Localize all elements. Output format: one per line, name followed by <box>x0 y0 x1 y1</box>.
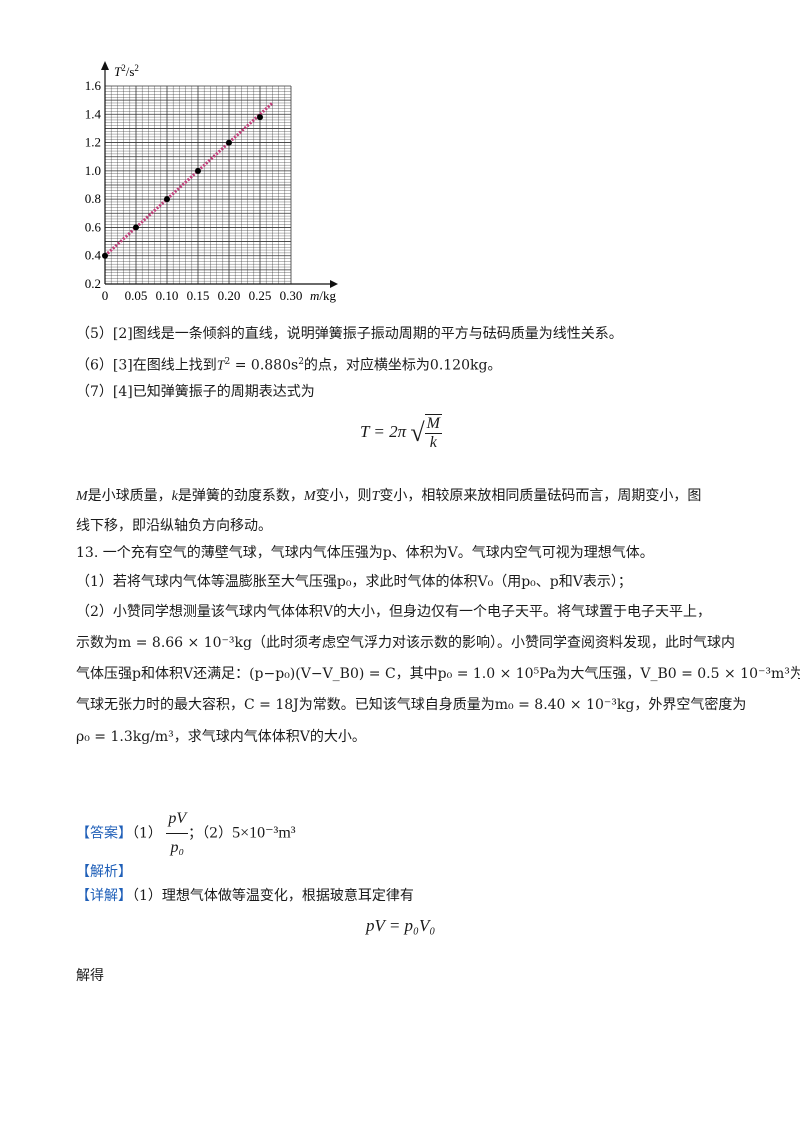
tick-labels: 0 0.05 0.10 0.15 0.20 0.25 0.30 0.2 0.4 0.6 0.8 1.0… <box>85 78 303 303</box>
data-point-3 <box>195 167 201 174</box>
x-tick-label: 0.05 <box>125 288 148 303</box>
question-13-part-1: （1）若将气球内气体等温膨胀至大气压强p₀，求此时气体的体积V₀（用p₀、p和V… <box>76 574 632 590</box>
explain-line-1: M是小球质量，k是弹簧的劲度系数，M变小，则T变小，相较原来放相同质量砝码而言，… <box>76 488 702 504</box>
data-point-2 <box>164 196 170 203</box>
y-tick-label: 1.0 <box>85 163 101 178</box>
y-tick-label: 0.4 <box>85 248 102 263</box>
line-7: （7）[4]已知弹簧振子的周期表达式为 <box>76 384 315 400</box>
x-axis-label: m/kg <box>310 288 337 303</box>
detail-line: 【详解】（1）理想气体做等温变化，根据玻意耳定律有 <box>76 888 414 904</box>
y-tick-label: 0.2 <box>85 276 101 291</box>
answer-line: 【答案】（1） pV p₀ ；（2）5×10⁻³m³ <box>76 805 296 862</box>
y-tick-label: 0.8 <box>85 191 101 206</box>
explain-line-2: 线下移，即沿纵轴负方向移动。 <box>76 518 272 534</box>
data-point-0 <box>102 252 108 259</box>
data-point-1 <box>133 224 139 231</box>
y-tick-label: 1.4 <box>85 106 102 121</box>
data-point-5 <box>257 114 263 121</box>
question-13-part-2-line-4: 气球无张力时的最大容积，C = 18J为常数。已知该气球自身质量为m₀ = 8.… <box>76 697 747 713</box>
question-13-part-2-line-5: ρ₀ = 1.3kg/m³，求气球内气体体积V的大小。 <box>76 729 366 745</box>
x-tick-label: 0.20 <box>218 288 241 303</box>
x-tick-label: 0.15 <box>187 288 210 303</box>
data-points <box>102 114 263 259</box>
y-tick-label: 1.2 <box>85 135 101 150</box>
line-6: （6）[3]在图线上找到T2 = 0.880s2的点，对应横坐标为0.120kg… <box>76 357 502 374</box>
fit-line <box>103 101 274 257</box>
fit-line-segment <box>103 101 274 257</box>
question-13: 13. 一个充有空气的薄壁气球，气球内气体压强为p、体积为V。气球内空气可视为理… <box>76 545 654 561</box>
y-tick-label: 0.6 <box>85 219 102 234</box>
solve-line: 解得 <box>76 968 104 984</box>
data-point-4 <box>226 139 232 146</box>
chart-grid <box>104 85 292 285</box>
t2-vs-m-chart: 0 0.05 0.10 0.15 0.20 0.25 0.30 0.2 0.4 0.6 0.8 1.0… <box>85 61 338 303</box>
line-5: （5）[2]图线是一条倾斜的直线，说明弹簧振子振动周期的平方与砝码质量为线性关系… <box>76 326 623 342</box>
question-13-part-2-line-1: （2）小赞同学想测量该气球内气体体积V的大小，但身边仅有一个电子天平。将气球置于… <box>76 604 712 620</box>
x-tick-label: 0.25 <box>249 288 272 303</box>
y-axis-label: T2/s2 <box>114 63 139 79</box>
chart-axes <box>101 61 338 288</box>
question-13-part-2-line-2: 示数为m = 8.66 × 10⁻³kg（此时须考虑空气浮力对该示数的影响）。小… <box>76 635 735 651</box>
x-tick-label: 0.10 <box>156 288 179 303</box>
boyle-formula: pV = p₀V₀ <box>366 916 436 935</box>
analysis-tag: 【解析】 <box>76 864 132 880</box>
question-13-part-2-line-3: 气体压强p和体积V还满足：(p−p₀)(V−V_B0) = C，其中p₀ = 1… <box>76 666 800 682</box>
x-tick-label: 0.30 <box>280 288 303 303</box>
answer-fraction: pV p₀ <box>166 805 189 862</box>
y-tick-label: 1.6 <box>85 78 102 93</box>
x-tick-label: 0 <box>102 288 109 303</box>
answer-tag: 【答案】 <box>76 825 132 842</box>
